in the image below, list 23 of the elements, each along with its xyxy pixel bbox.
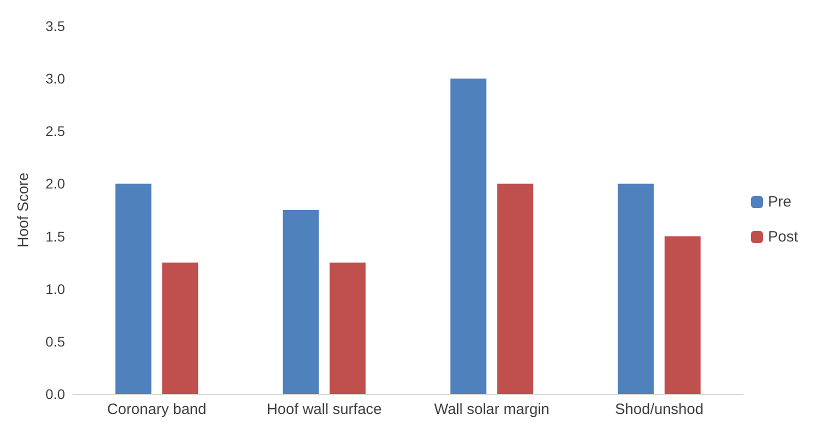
legend-label: Post [768,228,799,246]
y-tick-label: 2.0 [46,176,66,192]
x-tick-label: Shod/unshod [615,401,704,418]
y-tick-label: 2.5 [46,123,66,140]
bar [330,262,366,394]
y-tick-label: 3.0 [46,70,66,87]
bar [162,262,198,394]
y-axis-title: Hoof Score [15,172,32,248]
bar [497,184,534,394]
bar [282,210,319,394]
y-tick-label: 3.5 [46,18,66,34]
y-tick-label: 1.5 [46,228,66,244]
bar [450,78,486,394]
y-tick-label: 0.5 [46,333,66,350]
x-tick-label: Hoof wall surface [266,401,382,418]
x-tick-label: Coronary band [107,401,206,418]
bar [115,184,152,394]
x-tick-label: Wall solar margin [434,401,550,418]
legend-label: Pre [768,194,792,210]
bar [664,236,701,394]
y-tick-label: 0.0 [46,386,66,402]
bar [618,184,654,394]
y-tick-label: 1.0 [46,280,66,297]
